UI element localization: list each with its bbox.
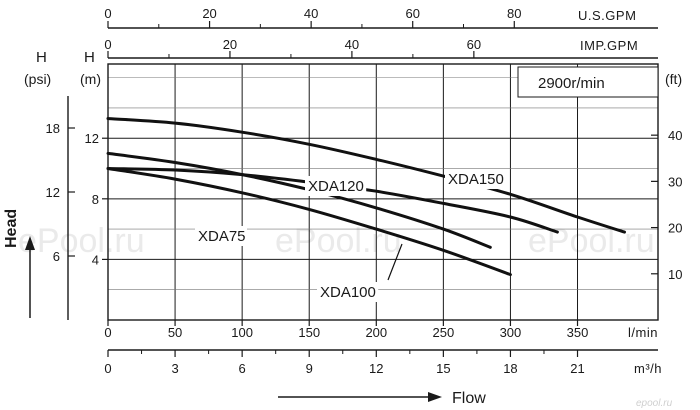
- m3h-tick-label: 21: [570, 361, 584, 376]
- ft-tick-label: 20: [668, 221, 682, 236]
- usgpm-tick-label: 0: [104, 6, 111, 21]
- series-label-xda120: XDA120: [308, 178, 364, 195]
- impgpm-tick-label: 20: [223, 37, 237, 52]
- ft-tick-label: 40: [668, 128, 682, 143]
- lmin-tick-label: 0: [104, 325, 111, 340]
- watermark-left: ePool.ru: [18, 222, 145, 260]
- series-leader-xda100: [387, 243, 403, 281]
- flow-arrow-icon: [428, 392, 442, 402]
- series-label-bg-xda150: [445, 169, 507, 189]
- ft-axis-unit: (ft): [665, 71, 682, 87]
- curve-xda150: [106, 117, 626, 234]
- m3h-tick-label: 15: [436, 361, 450, 376]
- series-label-xda75: XDA75: [198, 228, 246, 245]
- m3h-tick-label: 0: [104, 361, 111, 376]
- m-axis-unit: (m): [80, 71, 101, 87]
- lmin-tick-label: 100: [231, 325, 253, 340]
- usgpm-tick-label: 20: [202, 6, 216, 21]
- series-label-bg-xda100: [317, 282, 379, 302]
- impgpm-tick-label: 40: [345, 37, 359, 52]
- speed-label: 2900r/min: [538, 75, 605, 92]
- psi-tick-label: 18: [46, 121, 60, 136]
- m-tick-label: 8: [92, 192, 99, 207]
- usgpm-tick-label: 40: [304, 6, 318, 21]
- lmin-tick-label: 300: [500, 325, 522, 340]
- m3h-tick-label: 18: [503, 361, 517, 376]
- psi-axis-title: H: [36, 49, 47, 66]
- m3h-tick-label: 12: [369, 361, 383, 376]
- series-label-xda150: XDA150: [448, 171, 504, 188]
- watermark-center: ePool.ru: [275, 222, 402, 260]
- lmin-tick-label: 200: [365, 325, 387, 340]
- plot-border: [107, 63, 659, 321]
- impgpm-unit: IMP.GPM: [580, 38, 638, 53]
- series-label-xda100: XDA100: [320, 284, 376, 301]
- impgpm-tick-label: 60: [467, 37, 481, 52]
- m-tick-label: 12: [85, 131, 99, 146]
- ft-tick-label: 30: [668, 174, 682, 189]
- psi-tick-label: 12: [46, 185, 60, 200]
- m-axis-title: H: [84, 49, 95, 66]
- head-arrow-icon: [25, 236, 35, 250]
- speed-box: [517, 66, 659, 98]
- impgpm-tick-label: 0: [104, 37, 111, 52]
- performance-curves: XDA150 XDA120 XDA100 XDA75: [106, 117, 626, 302]
- lmin-tick-label: 50: [168, 325, 182, 340]
- psi-tick-label: 6: [53, 249, 60, 264]
- head-axis-label: Head: [3, 209, 20, 248]
- m3h-tick-label: 3: [171, 361, 178, 376]
- series-label-bg-xda75: [195, 226, 247, 246]
- usgpm-unit: U.S.GPM: [578, 8, 636, 23]
- curve-xda75: [106, 167, 512, 277]
- ft-tick-label: 10: [668, 267, 682, 282]
- lmin-tick-label: 350: [567, 325, 589, 340]
- m3h-tick-label: 6: [239, 361, 246, 376]
- lmin-tick-label: 250: [433, 325, 455, 340]
- site-logo: epool.ru: [636, 398, 673, 409]
- grid-lines: [108, 64, 658, 320]
- flow-axis-label: Flow: [452, 390, 486, 407]
- m3h-unit: m³/h: [634, 361, 662, 376]
- plot-frame: [107, 63, 659, 321]
- lmin-unit: l/min: [628, 325, 658, 340]
- series-label-bg-xda120: [305, 176, 367, 196]
- usgpm-tick-label: 60: [405, 6, 419, 21]
- m-tick-label: 4: [92, 252, 99, 267]
- lmin-tick-label: 150: [298, 325, 320, 340]
- psi-axis-unit: (psi): [24, 71, 51, 87]
- usgpm-tick-label: 80: [507, 6, 521, 21]
- axes: 0 20 40 60 80 0 20 40 60 0 50 100 150 200 250 300 350 0 3 6…: [46, 6, 683, 376]
- m3h-tick-label: 9: [306, 361, 313, 376]
